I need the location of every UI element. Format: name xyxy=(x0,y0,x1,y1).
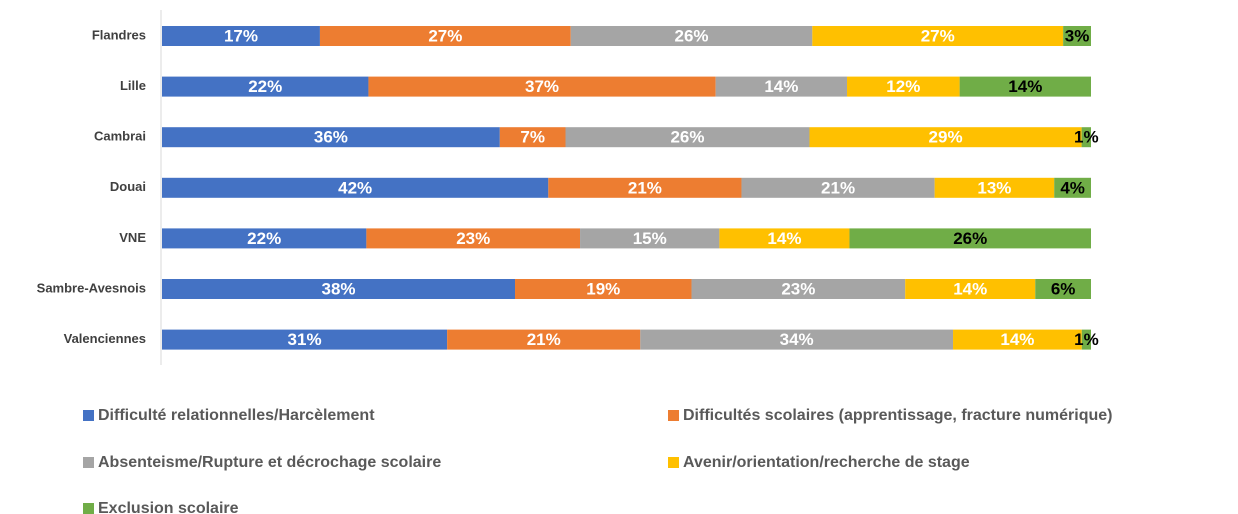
bar-segment xyxy=(499,127,566,148)
bar-segment xyxy=(1035,279,1091,299)
bar-segment xyxy=(368,76,716,97)
legend-swatch xyxy=(668,410,679,421)
legend-label: Difficulté relationnelles/Harcèlement xyxy=(98,407,375,424)
bar-segment xyxy=(580,228,720,249)
bar-segment xyxy=(162,329,448,350)
y-tick-label: Valenciennes xyxy=(64,331,146,346)
y-tick-label: Flandres xyxy=(92,27,146,42)
legend-label: Avenir/orientation/recherche de stage xyxy=(683,454,970,471)
bar-segment xyxy=(515,279,692,299)
bar-segment xyxy=(905,279,1036,299)
data-label: 14% xyxy=(953,279,987,298)
data-label: 1% xyxy=(1074,128,1099,147)
y-tick-label: Sambre-Avesnois xyxy=(37,280,146,295)
bar-segment xyxy=(319,26,571,46)
bar-segment xyxy=(741,177,935,198)
data-label: 15% xyxy=(633,229,667,248)
bar-segment xyxy=(934,177,1055,198)
data-label: 26% xyxy=(670,128,704,147)
y-tick-label: Cambrai xyxy=(94,129,146,144)
data-label: 37% xyxy=(525,77,559,96)
data-label: 38% xyxy=(321,279,355,298)
data-label: 14% xyxy=(1008,77,1042,96)
data-label: 23% xyxy=(781,279,815,298)
data-label: 21% xyxy=(527,330,561,349)
data-label: 34% xyxy=(780,330,814,349)
data-label: 22% xyxy=(248,77,282,96)
data-label: 1% xyxy=(1074,330,1099,349)
bar-segment xyxy=(1054,177,1091,198)
data-label: 23% xyxy=(456,229,490,248)
data-label: 17% xyxy=(224,26,258,45)
legend-swatch xyxy=(83,457,94,468)
data-label: 22% xyxy=(247,229,281,248)
bar-segment xyxy=(1063,26,1091,46)
data-label: 14% xyxy=(767,229,801,248)
data-label: 3% xyxy=(1065,26,1090,45)
data-label: 27% xyxy=(921,26,955,45)
data-label: 27% xyxy=(428,26,462,45)
data-label: 21% xyxy=(628,178,662,197)
bar-segment xyxy=(691,279,906,299)
data-label: 14% xyxy=(764,77,798,96)
bar-segment xyxy=(959,76,1091,97)
bar-segment xyxy=(366,228,581,249)
data-label: 12% xyxy=(886,77,920,96)
bar-segment xyxy=(162,127,500,148)
bar-segment xyxy=(570,26,813,46)
data-label: 26% xyxy=(953,229,987,248)
data-label: 14% xyxy=(1000,330,1034,349)
data-label: 31% xyxy=(288,330,322,349)
data-label: 42% xyxy=(338,178,372,197)
bar-segment xyxy=(849,228,1091,249)
bar-segment xyxy=(162,279,516,299)
bar-segment xyxy=(1081,127,1091,148)
y-tick-label: Lille xyxy=(120,78,146,93)
y-tick-label: VNE xyxy=(119,230,146,245)
bar-segment xyxy=(953,329,1082,350)
data-label: 19% xyxy=(586,279,620,298)
data-label: 6% xyxy=(1051,279,1076,298)
y-tick-label: Douai xyxy=(110,179,146,194)
bar-segment xyxy=(447,329,641,350)
bar-segment xyxy=(548,177,742,198)
bar-segment xyxy=(565,127,810,148)
bar-segment xyxy=(847,76,960,97)
legend-swatch xyxy=(668,457,679,468)
legend-swatch xyxy=(83,410,94,421)
bar-segment xyxy=(1081,329,1091,350)
bar-segment xyxy=(715,76,848,97)
bar-segment xyxy=(809,127,1082,148)
data-label: 29% xyxy=(929,128,963,147)
data-label: 13% xyxy=(977,178,1011,197)
legend-label: Absenteisme/Rupture et décrochage scolai… xyxy=(98,454,441,471)
bar-segment xyxy=(162,26,320,46)
legend-swatch xyxy=(83,503,94,514)
legend-label: Difficultés scolaires (apprentissage, fr… xyxy=(683,407,1112,424)
data-label: 7% xyxy=(520,128,545,147)
bar-segment xyxy=(640,329,954,350)
data-label: 26% xyxy=(675,26,709,45)
bar-segment xyxy=(719,228,850,249)
data-label: 36% xyxy=(314,128,348,147)
bar-segment xyxy=(812,26,1064,46)
bar-segment xyxy=(162,228,367,249)
bar-segment xyxy=(162,76,369,97)
legend-label: Exclusion scolaire xyxy=(98,500,239,514)
data-label: 4% xyxy=(1060,178,1085,197)
data-label: 21% xyxy=(821,178,855,197)
bar-segment xyxy=(162,177,549,198)
